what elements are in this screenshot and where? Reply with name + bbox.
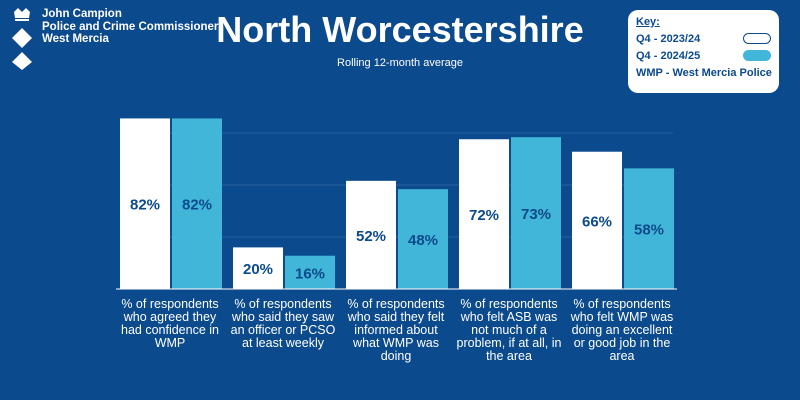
logo-role: Police and Crime Commissioner bbox=[42, 20, 219, 33]
bar-2023-cat2 bbox=[233, 247, 283, 289]
value-label: 82% bbox=[182, 197, 212, 214]
bar-2023-cat1 bbox=[120, 118, 170, 289]
value-label: 52% bbox=[356, 228, 386, 245]
category-label-informed: % of respondents who said they felt info… bbox=[347, 297, 445, 363]
value-label: 82% bbox=[130, 197, 160, 214]
value-label: 20% bbox=[243, 261, 273, 278]
value-label: 72% bbox=[469, 207, 499, 224]
page-title: North Worcestershire bbox=[216, 9, 584, 50]
legend-label-2023: Q4 - 2023/24 bbox=[636, 32, 701, 45]
page-subtitle: Rolling 12-month average bbox=[337, 57, 463, 69]
bar-2024-cat4 bbox=[511, 137, 561, 289]
bar-2024-cat3 bbox=[398, 189, 448, 289]
value-label: 66% bbox=[582, 213, 612, 230]
bar-2023-cat3 bbox=[346, 180, 396, 289]
value-label: 48% bbox=[408, 232, 438, 249]
legend-note: WMP - West Mercia Police bbox=[636, 67, 772, 79]
legend-swatch-2023 bbox=[743, 33, 771, 44]
legend-item-2024: Q4 - 2024/25 bbox=[636, 47, 771, 64]
category-label-good-job: % of respondents who felt WMP was doing … bbox=[570, 297, 674, 363]
bar-2024-cat2 bbox=[285, 255, 335, 289]
legend-key: Key: Q4 - 2023/24 Q4 - 2024/25 WMP - Wes… bbox=[628, 10, 779, 93]
bar-2023-cat5 bbox=[572, 151, 622, 289]
pcc-logo: John Campion Police and Crime Commission… bbox=[10, 6, 218, 70]
legend-label-2024: Q4 - 2024/25 bbox=[636, 49, 701, 62]
category-label-confidence: % of respondents who agreed they had con… bbox=[121, 297, 219, 350]
bar-2024-cat1 bbox=[172, 118, 222, 289]
bar-2024-cat5 bbox=[624, 168, 674, 289]
logo-name: John Campion bbox=[42, 8, 122, 20]
legend-title: Key: bbox=[636, 16, 660, 28]
value-label: 73% bbox=[521, 206, 551, 223]
value-label: 58% bbox=[634, 222, 664, 239]
crest-icon bbox=[12, 8, 32, 70]
legend-swatch-2024 bbox=[743, 50, 771, 61]
bar-2023-cat4 bbox=[459, 139, 509, 289]
logo-area: West Mercia bbox=[42, 33, 109, 45]
legend-item-2023: Q4 - 2023/24 bbox=[636, 30, 771, 47]
value-label: 16% bbox=[295, 265, 325, 282]
category-label-officer-seen: % of respondents who said they saw an of… bbox=[230, 297, 336, 350]
category-label-asb: % of respondents who felt ASB was not mu… bbox=[456, 297, 562, 363]
